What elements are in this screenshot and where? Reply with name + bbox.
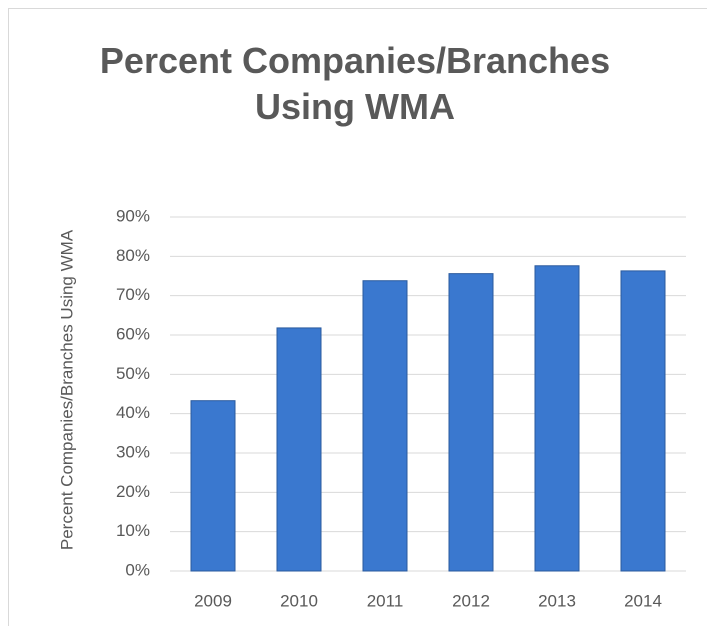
bar [362, 280, 408, 572]
x-tick-label: 2011 [367, 591, 404, 610]
y-tick-label: 30% [116, 442, 150, 461]
y-axis-label: Percent Companies/Branches Using WMA [57, 229, 76, 550]
bar [620, 270, 666, 572]
y-tick-label: 10% [116, 521, 150, 540]
y-tick-label: 80% [116, 246, 150, 265]
chart-title: Percent Companies/Branches Using WMA [99, 40, 611, 127]
bar [534, 265, 580, 572]
y-tick-label: 60% [116, 324, 150, 343]
bar [190, 400, 236, 572]
x-tick-label: 2010 [280, 591, 318, 610]
y-tick-label: 50% [116, 364, 150, 383]
x-tick-label: 2014 [624, 591, 662, 610]
y-tick-label: 0% [125, 560, 150, 579]
x-tick-label: 2012 [452, 591, 490, 610]
y-tick-label: 70% [116, 285, 150, 304]
x-tick-label: 2013 [538, 591, 576, 610]
y-tick-label: 90% [116, 206, 150, 225]
bar [276, 327, 322, 572]
y-tick-label: 40% [116, 403, 150, 422]
x-tick-label: 2009 [194, 591, 232, 610]
bar [448, 273, 494, 572]
chart-frame [8, 8, 707, 626]
y-tick-label: 20% [116, 482, 150, 501]
